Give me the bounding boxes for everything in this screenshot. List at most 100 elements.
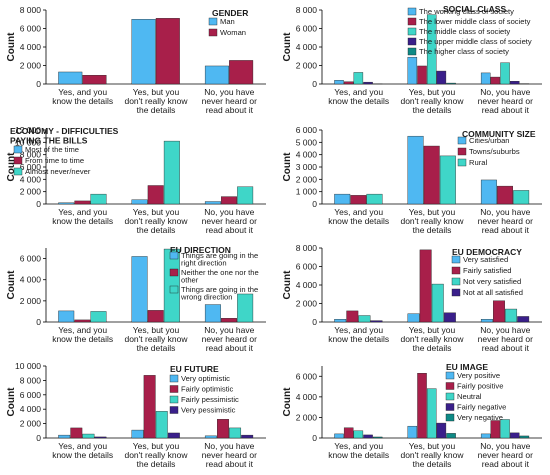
y-tick-label: 10 000 [15, 361, 41, 371]
legend-label-line: Very satisfied [463, 255, 508, 264]
bar [167, 432, 180, 439]
x-category-line: never heard or [478, 96, 533, 106]
legend-label-line: From time to time [25, 156, 84, 165]
x-category-line: don't really know [400, 216, 464, 226]
x-category-line: never heard or [478, 450, 533, 460]
legend-swatch [457, 136, 467, 145]
x-category-label: Yes, but you don't really know the details [124, 207, 188, 235]
bar [480, 319, 493, 323]
bar [350, 195, 367, 205]
legend-swatch [451, 266, 461, 275]
y-tick-label: 4 000 [296, 42, 318, 52]
x-category-label: Yes, and you know the details [328, 207, 389, 226]
y-tick-label: 0 [36, 199, 41, 209]
bar [82, 433, 95, 439]
legend-label-line: Things are going in the [181, 285, 258, 294]
bar [147, 185, 164, 205]
bar [519, 435, 530, 439]
legend-label: Very pessimistic [181, 406, 236, 415]
x-category-label: Yes, but you don't really know the details [400, 207, 464, 235]
y-tick-label: 8 000 [296, 5, 318, 15]
legend-label-line: Things are going in the [181, 251, 258, 260]
legend-label: Almost never/never [25, 167, 91, 176]
x-category-label: Yes, but you don't really know the details [124, 325, 188, 353]
chart-title: EU DEMOCRACY [452, 247, 522, 257]
x-category-line: don't really know [400, 450, 464, 460]
x-category-line: know the details [328, 216, 389, 226]
bar [407, 425, 418, 439]
x-category-line: the details [137, 225, 176, 235]
bar [446, 82, 456, 85]
x-category-line: don't really know [124, 450, 188, 460]
legend-label-line: Most of the time [25, 145, 79, 154]
x-category-line: read about it [206, 459, 254, 469]
x-category-label: Yes, and you know the details [52, 87, 113, 106]
x-category-line: never heard or [202, 334, 257, 344]
x-category-label: Yes, and you know the details [328, 87, 389, 106]
chart-panel-3: 0 2 000 4 000 6 000 8 000 10 000 12 000 Count Ye… [6, 125, 266, 235]
legend-label-line: Very pessimistic [181, 406, 236, 415]
chart-panel-2: 0 2 000 4 000 6 000 8 000 Count Yes, and you kn… [282, 4, 542, 115]
chart-title-line: EU IMAGE [446, 362, 488, 372]
legend-swatch [457, 147, 467, 156]
bar [204, 304, 221, 323]
legend-label-line: wrong direction [180, 293, 233, 302]
legend-label-line: Fairly pessimistic [181, 395, 239, 404]
bar [334, 433, 344, 439]
x-category-line: the details [413, 105, 452, 115]
bar [143, 375, 156, 439]
x-category-line: never heard or [202, 450, 257, 460]
legend-label: Neutral [457, 392, 482, 401]
bar [419, 249, 432, 323]
bar [431, 283, 444, 323]
x-category-label: No, you have never heard or read about it [478, 87, 533, 115]
x-category-line: read about it [206, 343, 254, 353]
y-tick-label: 4 000 [20, 42, 42, 52]
x-category-line: know the details [328, 96, 389, 106]
bar [407, 56, 418, 85]
bar [500, 419, 510, 439]
bar [204, 65, 229, 85]
bar [505, 308, 518, 323]
y-tick-label: 0 [312, 199, 317, 209]
y-axis-label: Count [282, 387, 293, 417]
legend-label-line: The upper middle class of society [419, 37, 532, 46]
y-tick-label: 0 [312, 433, 317, 443]
chart-title-line: SOCIAL CLASS [443, 4, 506, 14]
chart-panel-1: 0 2 000 4 000 6 000 8 000 Count Yes, and you kn… [6, 5, 266, 115]
y-tick-label: 2 000 [20, 61, 42, 71]
bar [131, 19, 156, 85]
y-tick-label: 6 000 [20, 162, 42, 172]
x-category-line: Yes, and you [58, 87, 107, 97]
x-category-label: No, you have never heard or read about it [202, 325, 257, 353]
bar [70, 427, 83, 439]
legend-label: Fairly satisfied [463, 266, 512, 275]
chart-title: ECONOMY - DIFFICULTIES PAYING THE BILLS [10, 126, 119, 146]
bar [439, 155, 456, 205]
chart-title-line: ECONOMY - DIFFICULTIES [10, 126, 119, 136]
bar [513, 190, 530, 205]
legend-swatch [451, 255, 461, 264]
legend-swatch [169, 285, 179, 294]
bar [131, 256, 148, 323]
x-category-line: know the details [52, 96, 113, 106]
bar [509, 81, 520, 85]
y-tick-label: 2 000 [20, 187, 42, 197]
legend-label-line: Neither the one nor the [181, 268, 259, 277]
x-category-line: don't really know [400, 334, 464, 344]
y-tick-label: 4 000 [296, 392, 318, 402]
chart-title-line: EU FUTURE [170, 364, 219, 374]
bar [131, 429, 144, 439]
x-category-label: Yes, but you don't really know the details [124, 441, 188, 469]
bar [241, 434, 254, 439]
bar [500, 62, 510, 85]
x-category-line: the details [137, 105, 176, 115]
x-category-line: Yes, and you [334, 325, 383, 335]
bar [372, 436, 383, 439]
x-category-line: read about it [482, 105, 530, 115]
x-category-label: No, you have never heard or read about it [202, 441, 257, 469]
legend-label: The lower middle class of society [419, 17, 531, 26]
y-tick-label: 12 000 [15, 125, 41, 135]
y-tick-label: 4 000 [20, 404, 42, 414]
y-tick-label: 4 000 [296, 280, 318, 290]
